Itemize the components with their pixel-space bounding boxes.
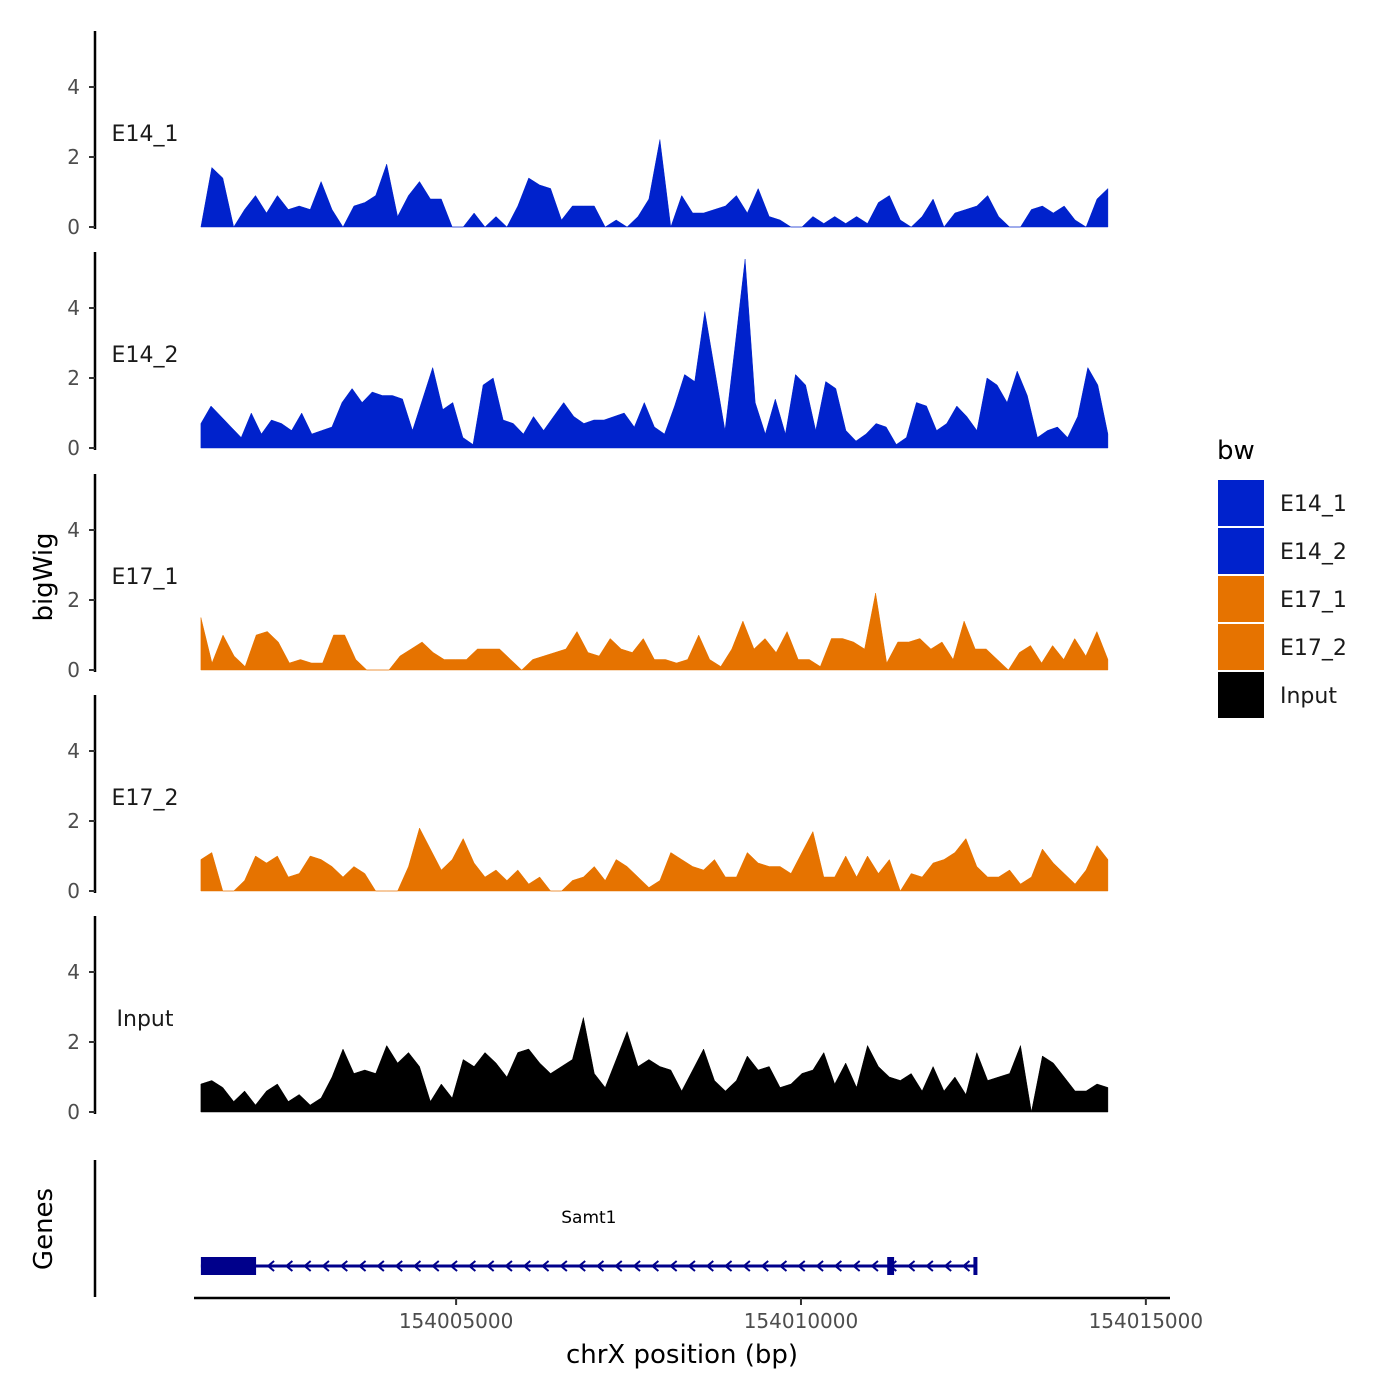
y-tick-label: 2 (67, 366, 80, 390)
y-tick-label: 0 (67, 215, 80, 239)
gene-exon (973, 1257, 978, 1275)
track-label: E14_1 (112, 122, 179, 147)
y-tick-label: 4 (67, 518, 80, 542)
strand-arrow (394, 1260, 403, 1272)
track-label: Input (117, 1007, 174, 1032)
strand-arrow (943, 1260, 952, 1272)
legend-label: Input (1280, 684, 1337, 709)
legend-label: E17_1 (1280, 588, 1347, 613)
y-tick-label: 4 (67, 739, 80, 763)
strand-arrow (888, 1260, 897, 1272)
coverage-area-E17_1 (200, 592, 1109, 671)
y-tick-label: 2 (67, 145, 80, 169)
track-label: E17_1 (112, 565, 179, 590)
strand-arrow (705, 1260, 714, 1272)
strand-arrow (614, 1260, 623, 1272)
strand-arrow (303, 1260, 312, 1272)
strand-arrow (870, 1260, 879, 1272)
legend-key-Input (1218, 672, 1264, 718)
y-axis-title: bigWig (29, 532, 59, 621)
genes-panel: Samt1 (93, 1160, 978, 1297)
strand-arrow (559, 1260, 568, 1272)
strand-arrow (541, 1260, 550, 1272)
gene-exon (200, 1257, 257, 1275)
coverage-area-E17_2 (200, 827, 1109, 892)
strand-arrow (687, 1260, 696, 1272)
x-tick-label: 154005000 (399, 1309, 514, 1333)
strand-arrow (595, 1260, 605, 1272)
legend-key-E14_1 (1218, 480, 1264, 526)
track-E17_1: 0 2 4 E17_1 (67, 474, 1109, 682)
strand-arrow (284, 1260, 294, 1272)
legend: bw E14_1 E14_2 E17_1 E17_2 Input (1217, 436, 1347, 718)
strand-arrow (358, 1260, 367, 1272)
strand-arrow (925, 1260, 934, 1272)
strand-arrow (669, 1260, 678, 1272)
strand-arrow (650, 1260, 660, 1272)
coverage-area-E14_2 (200, 258, 1109, 449)
x-tick-label: 154010000 (744, 1309, 859, 1333)
legend-label: E14_1 (1280, 492, 1347, 517)
track-label: E14_2 (112, 343, 179, 368)
y-tick-label: 0 (67, 436, 80, 460)
track-Input: 0 2 4 Input (67, 916, 1109, 1124)
track-label: E17_2 (112, 786, 179, 811)
strand-arrow (449, 1260, 458, 1272)
strand-arrow (321, 1260, 330, 1272)
strand-arrow (577, 1260, 586, 1272)
strand-arrow (431, 1260, 440, 1272)
strand-arrow (376, 1260, 385, 1272)
x-axis-title: chrX position (bp) (566, 1340, 798, 1370)
y-tick-label: 2 (67, 809, 80, 833)
strand-arrow (266, 1260, 275, 1272)
coverage-area-E14_1 (200, 139, 1109, 228)
y-tick-label: 0 (67, 1100, 80, 1124)
legend-title: bw (1217, 436, 1255, 466)
strand-arrow (632, 1260, 641, 1272)
strand-arrow (486, 1260, 495, 1272)
legend-key-E17_1 (1218, 576, 1264, 622)
strand-arrow (815, 1260, 824, 1272)
x-tick-label: 154015000 (1089, 1309, 1204, 1333)
coverage-area-Input (200, 1017, 1109, 1113)
y-tick-label: 2 (67, 588, 80, 612)
genes-panel-title: Genes (29, 1188, 59, 1270)
strand-arrow (504, 1260, 513, 1272)
y-tick-label: 4 (67, 960, 80, 984)
strand-arrow (907, 1260, 916, 1272)
gene-name-label: Samt1 (561, 1208, 616, 1228)
x-axis: 154005000 154010000 154015000 (194, 1296, 1204, 1333)
strand-arrow (467, 1260, 477, 1272)
strand-arrow (778, 1260, 788, 1272)
legend-label: E14_2 (1280, 540, 1347, 565)
y-tick-label: 0 (67, 658, 80, 682)
legend-key-E14_2 (1218, 528, 1264, 574)
y-tick-label: 4 (67, 75, 80, 99)
legend-key-E17_2 (1218, 624, 1264, 670)
strand-arrow (961, 1260, 971, 1272)
strand-arrow (760, 1260, 769, 1272)
track-E14_1: 0 2 4 E14_1 (67, 31, 1109, 239)
y-tick-label: 0 (67, 879, 80, 903)
strand-arrow (833, 1260, 843, 1272)
strand-arrow (742, 1260, 751, 1272)
strand-arrow (522, 1260, 531, 1272)
strand-arrow (339, 1260, 348, 1272)
y-tick-label: 4 (67, 296, 80, 320)
y-tick-label: 2 (67, 1030, 80, 1054)
coverage-tracks: 0 2 4 E14_1 0 2 4 E14_2 0 2 4 E17_1 0 2 4 E17_2 0 2 4 Input (67, 31, 1109, 1124)
strand-arrow (412, 1260, 422, 1272)
legend-label: E17_2 (1280, 636, 1347, 661)
strand-arrow (852, 1260, 861, 1272)
track-E14_2: 0 2 4 E14_2 (67, 252, 1109, 460)
strand-arrow (724, 1260, 733, 1272)
strand-arrow (797, 1260, 806, 1272)
track-E17_2: 0 2 4 E17_2 (67, 695, 1109, 903)
